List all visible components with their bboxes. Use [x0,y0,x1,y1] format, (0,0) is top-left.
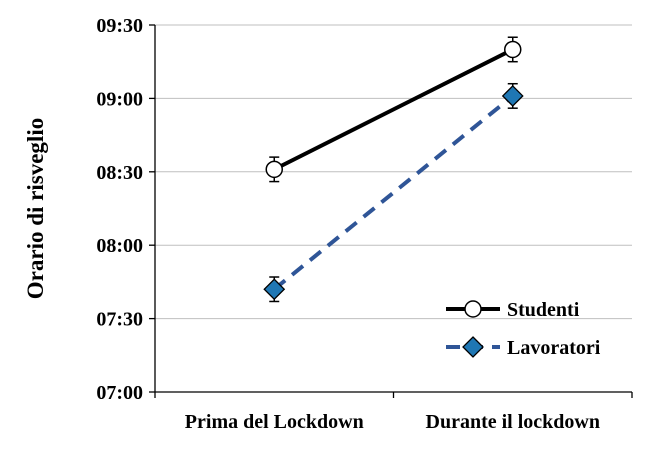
y-tick-label: 08:30 [96,162,143,184]
legend-label: Lavoratori [507,337,601,359]
y-tick-label: 07:30 [96,309,143,331]
series-line [273,47,514,172]
y-axis-title: Orario di risveglio [23,118,48,299]
y-tick-label: 09:00 [96,88,143,110]
series-lavoratori [263,82,524,303]
x-tick-label: Prima del Lockdown [185,411,364,433]
series-line [272,94,515,291]
y-tick-labels: 07:00 07:30 08:00 08:30 09:00 09:30 [96,15,143,404]
legend-item-lavoratori: Lavoratori [446,336,601,359]
gridlines [149,24,632,393]
data-point [501,85,524,107]
data-point [504,40,522,59]
axes [154,25,633,398]
data-point [464,300,482,318]
y-tick-label: 09:30 [96,15,143,37]
series-layer [263,36,524,303]
x-tick-label: Durante il lockdown [426,411,600,433]
data-point [263,278,286,301]
legend: Studenti Lavoratori [446,299,601,359]
legend-item-studenti: Studenti [446,299,580,321]
y-tick-label: 08:00 [96,235,143,257]
data-point [265,160,283,179]
y-tick-label: 07:00 [96,382,143,404]
series-studenti [265,36,522,183]
legend-label: Studenti [507,299,580,321]
data-point [462,336,484,358]
x-tick-labels: Prima del Lockdown Durante il lockdown [185,411,600,433]
